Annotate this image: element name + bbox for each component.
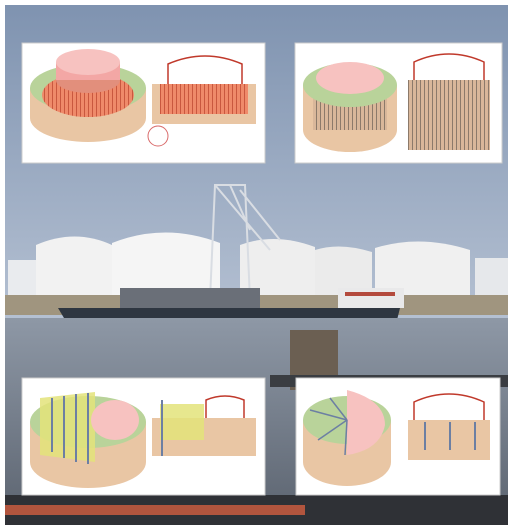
jetty — [5, 330, 508, 525]
tanks — [8, 232, 508, 298]
inset-diagram — [294, 42, 503, 164]
crane — [209, 184, 281, 301]
inset-diagram — [21, 42, 266, 164]
inset-diagram — [21, 377, 266, 496]
inset-diagram — [295, 377, 501, 496]
